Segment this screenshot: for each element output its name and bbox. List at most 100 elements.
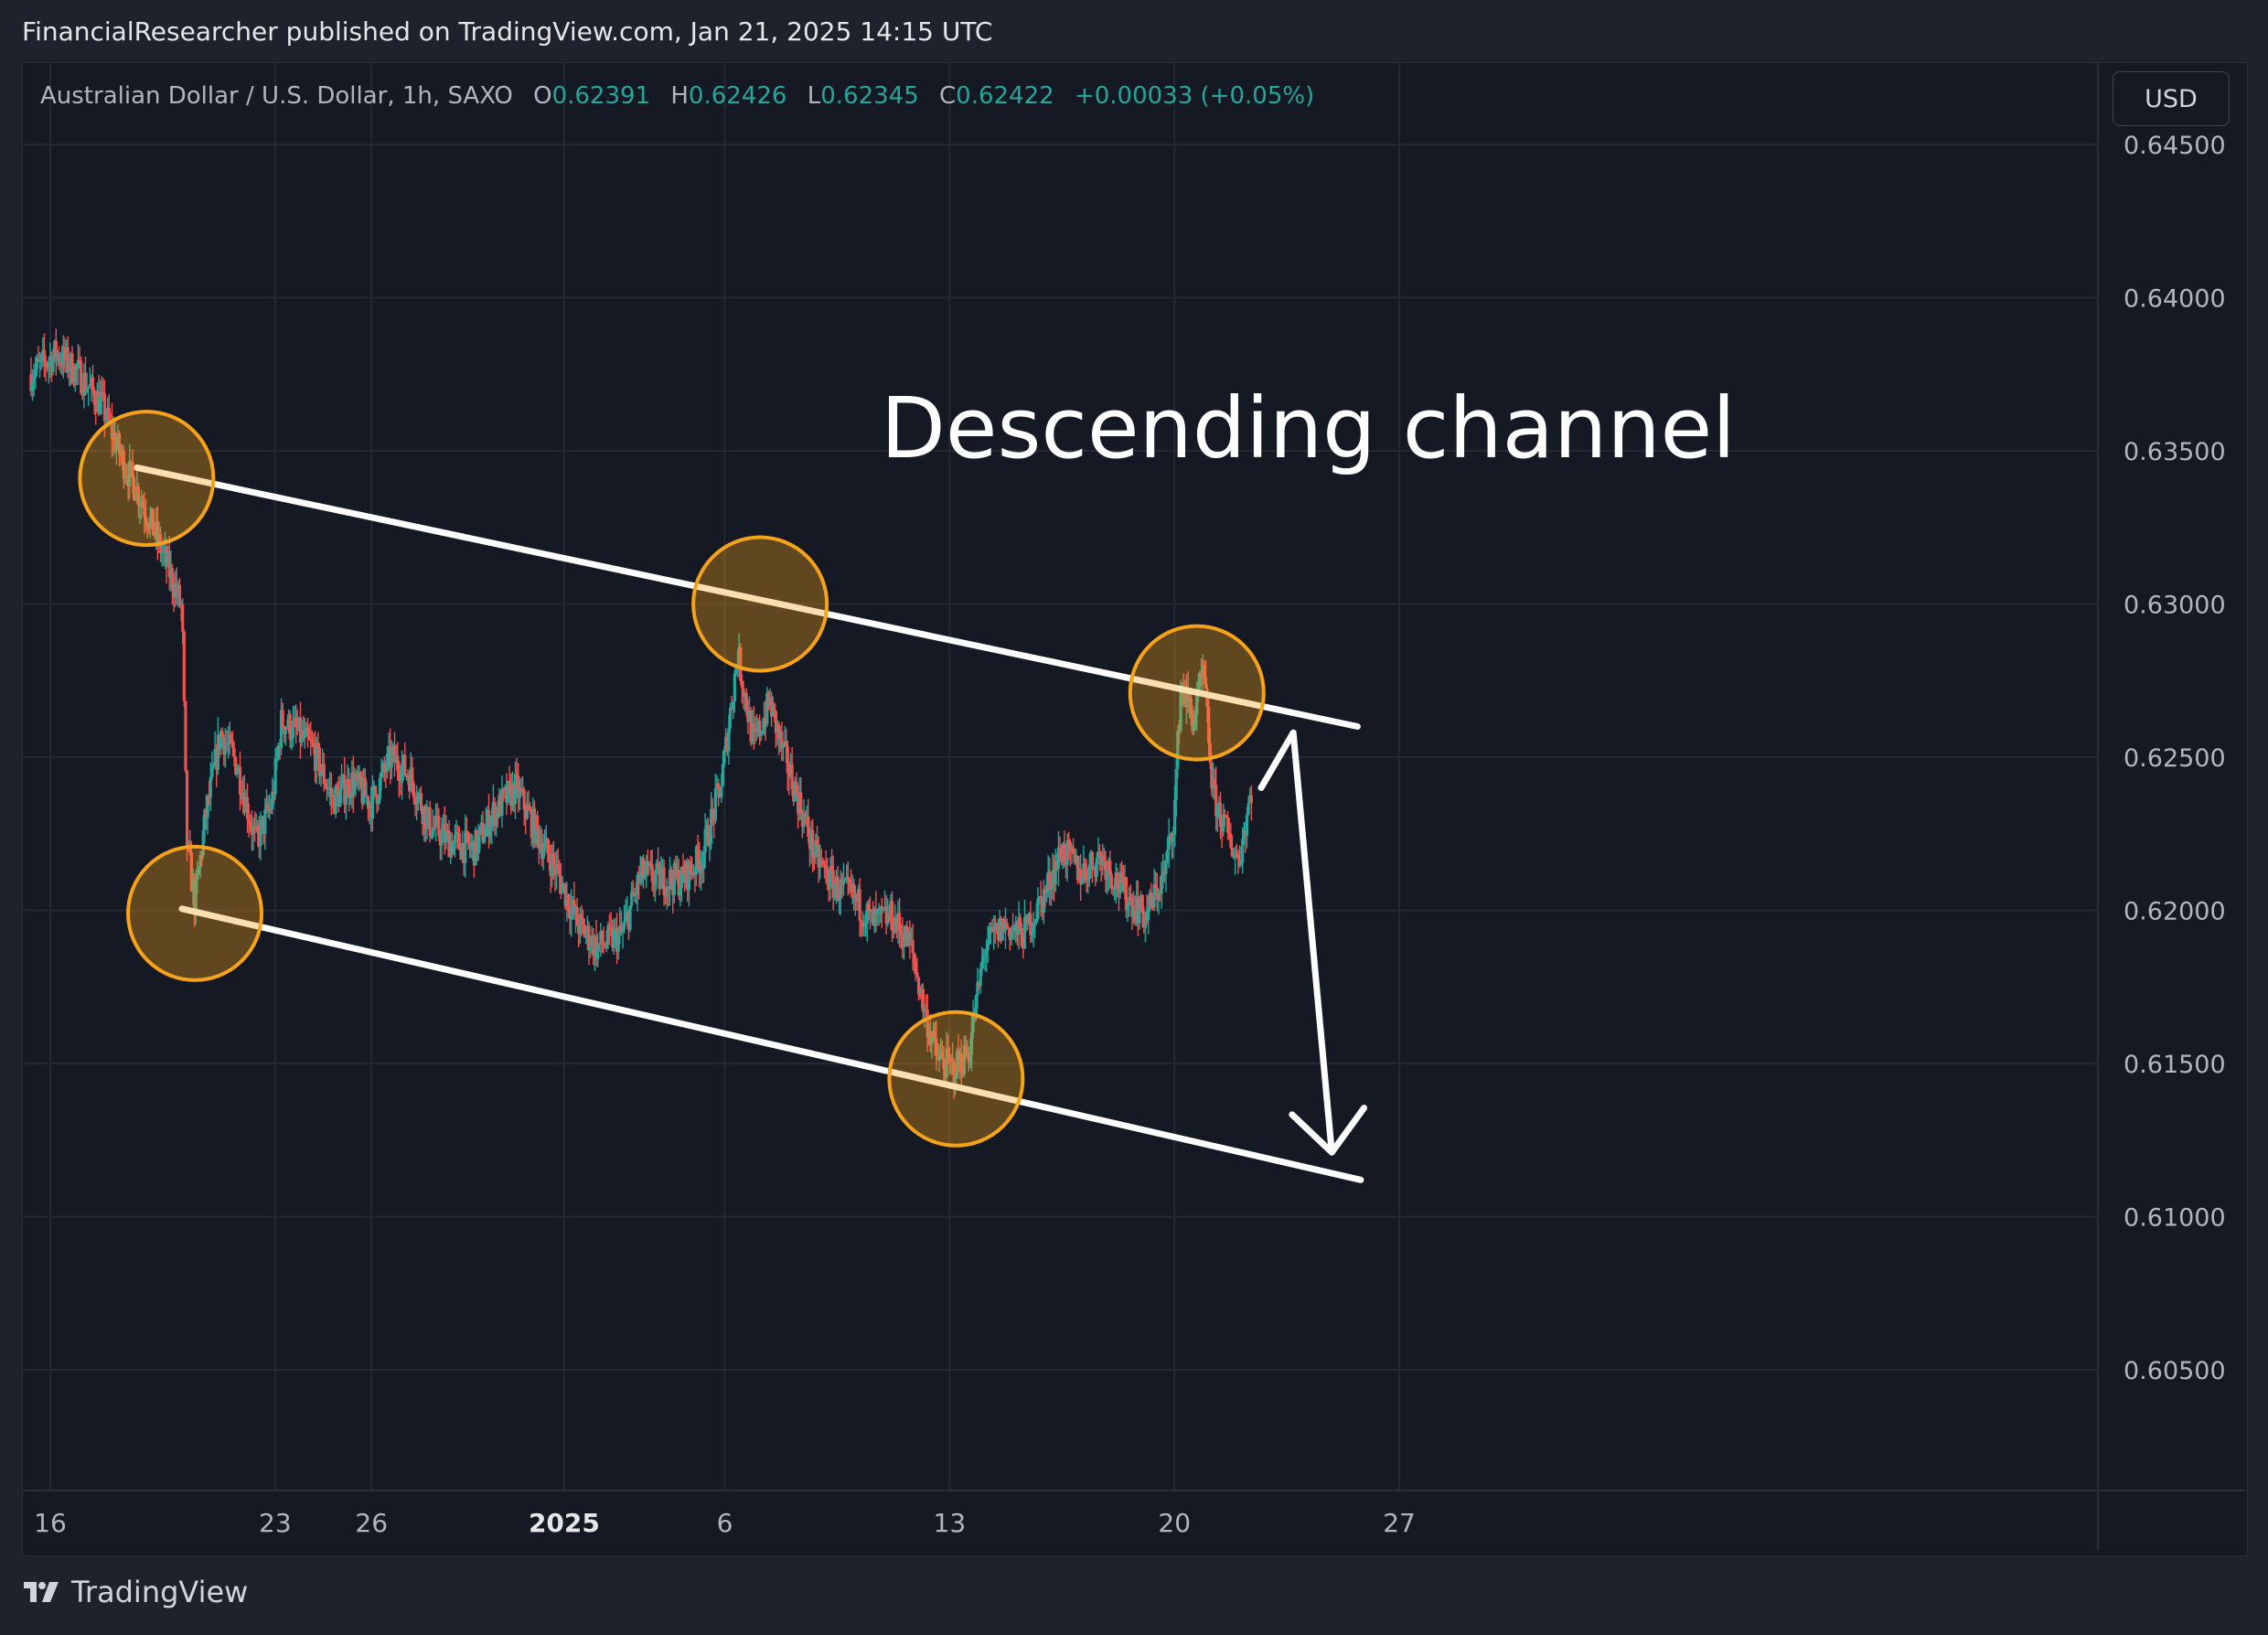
candle xyxy=(1184,674,1189,724)
candle xyxy=(711,797,714,826)
candle xyxy=(981,948,985,968)
candle-body xyxy=(942,1058,946,1070)
candle xyxy=(612,918,615,956)
candle xyxy=(645,854,648,889)
currency-button[interactable]: USD xyxy=(2113,71,2230,126)
tradingview-brand[interactable]: TradingView xyxy=(22,1575,248,1609)
chart-panel[interactable] xyxy=(22,62,2248,1556)
candle-body xyxy=(1024,915,1028,918)
candle-body xyxy=(116,433,120,445)
candle xyxy=(836,865,840,903)
candle-body xyxy=(220,731,224,737)
candle-body xyxy=(254,826,258,828)
candle xyxy=(890,891,894,943)
candle-body xyxy=(1051,870,1054,890)
candle xyxy=(80,381,84,401)
candle-body xyxy=(452,842,455,855)
candle-body xyxy=(339,780,344,789)
candle xyxy=(1073,849,1076,865)
candle xyxy=(914,954,917,982)
candle xyxy=(571,896,574,921)
candle-body xyxy=(75,366,79,369)
candle xyxy=(400,750,404,800)
candle xyxy=(783,725,786,747)
candle-body xyxy=(193,879,197,914)
touch-points xyxy=(78,410,1266,1148)
candle xyxy=(263,797,267,850)
candle-body xyxy=(892,930,895,933)
candle xyxy=(807,798,810,844)
candle xyxy=(713,773,718,824)
candle-body xyxy=(737,647,741,665)
candle-body xyxy=(733,673,736,701)
candle xyxy=(658,860,661,896)
candle-body xyxy=(1154,884,1158,888)
candle xyxy=(765,687,769,728)
candle-body xyxy=(269,807,273,810)
candle-body xyxy=(365,796,369,798)
candle xyxy=(1005,918,1009,929)
candle xyxy=(1113,878,1117,901)
candle-body xyxy=(102,391,105,394)
candle-body xyxy=(1249,795,1253,804)
candle xyxy=(70,346,74,385)
candle-body xyxy=(1073,852,1076,863)
candle-body xyxy=(416,794,420,804)
candle xyxy=(155,508,158,550)
candle xyxy=(450,832,454,859)
candle-body xyxy=(913,953,916,964)
candle xyxy=(599,923,603,957)
candle-body xyxy=(549,861,552,877)
candle xyxy=(703,813,707,869)
candle-body xyxy=(126,477,130,486)
candle xyxy=(831,855,835,911)
candle-body xyxy=(1037,896,1042,899)
candle-body xyxy=(1007,927,1011,929)
channel-upper-line xyxy=(134,464,1361,730)
candle xyxy=(1235,843,1238,859)
candle xyxy=(796,785,800,829)
candle-body xyxy=(766,692,770,706)
candle-body xyxy=(1223,814,1226,817)
candle-body xyxy=(520,789,525,793)
candle xyxy=(1126,901,1129,923)
candle-body xyxy=(600,931,604,945)
candle xyxy=(969,1014,974,1072)
candle xyxy=(1128,886,1131,917)
candle-body xyxy=(162,550,166,552)
candle-body xyxy=(551,853,555,865)
candle-body xyxy=(1217,802,1221,805)
symbol-name[interactable]: Australian Dollar / U.S. Dollar, 1h, SAX… xyxy=(40,82,513,110)
candle-body xyxy=(428,807,432,837)
candle-body xyxy=(430,836,433,839)
candle xyxy=(531,797,535,850)
candle xyxy=(949,1053,953,1075)
candle-body xyxy=(905,925,909,947)
candle xyxy=(908,920,912,959)
candle xyxy=(785,728,788,764)
candle xyxy=(351,755,356,813)
candle-body xyxy=(1207,706,1211,743)
candle xyxy=(884,894,888,935)
candle xyxy=(602,926,605,954)
candle-body xyxy=(237,766,241,771)
candle-body xyxy=(674,862,678,878)
candle xyxy=(626,895,629,927)
candle-body xyxy=(66,347,70,372)
candle-body xyxy=(98,396,102,414)
candle xyxy=(300,720,304,747)
candle xyxy=(358,771,363,789)
candle-body xyxy=(69,353,72,371)
candle-body xyxy=(421,810,424,825)
candle-body xyxy=(977,981,981,987)
candle xyxy=(675,855,679,885)
candle-body xyxy=(785,741,788,747)
candle xyxy=(721,751,725,787)
price-tick-label: 0.63500 xyxy=(2124,438,2226,466)
candle xyxy=(758,714,762,745)
candle-body xyxy=(57,353,61,363)
time-tick-label: 27 xyxy=(1383,1508,1416,1538)
candle xyxy=(536,810,540,848)
candle xyxy=(1070,844,1074,865)
